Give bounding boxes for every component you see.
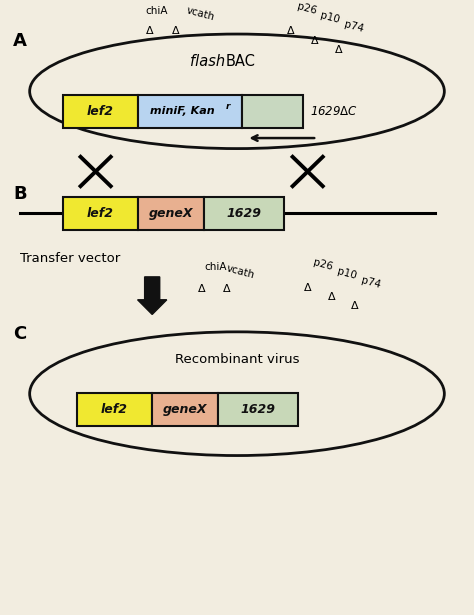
Text: B: B: [13, 185, 27, 203]
Text: lef2: lef2: [101, 403, 128, 416]
FancyBboxPatch shape: [63, 95, 138, 128]
Text: Δ: Δ: [328, 292, 335, 302]
Text: Transfer vector: Transfer vector: [20, 252, 120, 264]
FancyBboxPatch shape: [77, 393, 152, 426]
Text: lef2: lef2: [87, 105, 114, 118]
Text: p10: p10: [319, 10, 341, 25]
Text: Δ: Δ: [304, 283, 311, 293]
Text: Δ: Δ: [146, 26, 154, 36]
FancyArrow shape: [137, 277, 167, 314]
FancyBboxPatch shape: [242, 95, 303, 128]
FancyBboxPatch shape: [152, 393, 218, 426]
Text: p26: p26: [296, 1, 318, 16]
Text: chiA: chiA: [204, 262, 227, 272]
FancyBboxPatch shape: [63, 197, 138, 229]
Text: vcath: vcath: [185, 6, 216, 23]
Text: Δ: Δ: [172, 26, 180, 36]
Text: A: A: [13, 32, 27, 50]
Text: Δ: Δ: [351, 301, 359, 311]
Text: lef2: lef2: [87, 207, 114, 220]
Text: geneX: geneX: [149, 207, 193, 220]
Text: vcath: vcath: [225, 263, 256, 280]
Text: 1629: 1629: [227, 207, 262, 220]
Text: miniF, Kan: miniF, Kan: [151, 106, 215, 116]
Text: p26: p26: [312, 258, 334, 272]
Text: Recombinant virus: Recombinant virus: [175, 353, 299, 366]
Text: C: C: [13, 325, 27, 343]
Text: BAC: BAC: [225, 54, 255, 69]
Text: 1629$\Delta$$C$: 1629$\Delta$$C$: [310, 105, 358, 118]
Text: p10: p10: [336, 267, 357, 282]
Text: flash: flash: [190, 54, 225, 69]
Text: geneX: geneX: [163, 403, 208, 416]
Text: p74: p74: [359, 276, 381, 291]
FancyBboxPatch shape: [218, 393, 298, 426]
FancyBboxPatch shape: [204, 197, 284, 229]
Text: chiA: chiA: [146, 6, 168, 16]
Text: 1629: 1629: [241, 403, 276, 416]
Text: Δ: Δ: [223, 284, 230, 294]
Text: Δ: Δ: [311, 36, 319, 46]
FancyBboxPatch shape: [138, 197, 204, 229]
Text: p74: p74: [343, 19, 365, 34]
Text: r: r: [226, 102, 231, 111]
FancyBboxPatch shape: [138, 95, 242, 128]
Text: Δ: Δ: [287, 26, 295, 36]
Text: Δ: Δ: [198, 284, 205, 294]
Text: Δ: Δ: [335, 45, 342, 55]
